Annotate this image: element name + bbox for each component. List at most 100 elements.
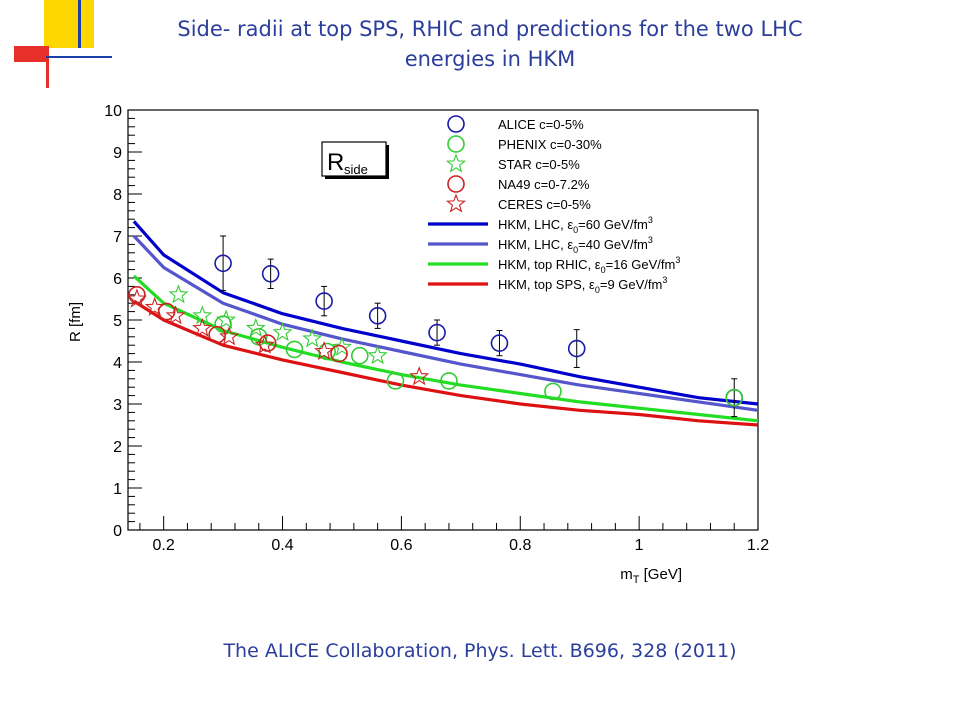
data-point [725,388,744,407]
x-axis-title-sub: T [633,574,640,586]
legend-marker [447,135,465,153]
y-tick-label: 9 [113,145,122,162]
legend-marker [445,193,467,213]
legend-label-sup: 3 [648,215,653,225]
model-curve [132,220,759,406]
legend-label: HKM, top SPS, ε0=9 GeV/fm3 [498,275,667,295]
data-point [331,336,352,356]
x-tick-label: 0.2 [153,537,175,554]
x-tick-label: 1 [635,537,644,554]
data-point [350,346,369,365]
model-curve [132,234,759,412]
legend-marker [445,153,467,173]
x-axis-title: mT [GeV] [620,566,682,586]
data-point [261,265,280,283]
data-point [490,334,509,352]
y-tick-label: 8 [113,187,122,204]
data-point [144,296,165,316]
x-tick-label: 1.2 [747,537,769,554]
model-curve [132,274,759,423]
legend-label-prefix: HKM, LHC, [498,237,567,252]
y-tick-label: 0 [113,523,122,540]
slide-title-line1: Side- radii at top SPS, RHIC and predict… [177,17,803,41]
data-point [440,372,458,390]
deco-red-bar [14,46,48,62]
legend-label-suffix: =40 GeV/fm [578,237,648,252]
y-tick-label: 10 [104,103,122,120]
data-point [272,322,293,342]
legend: ALICE c=0-5% PHENIX c=0-30% STAR c=0-5% NA4… [428,115,680,295]
data-point [302,328,323,348]
data-point [428,323,446,342]
data-point [315,292,333,310]
legend-label-sup: 3 [648,235,653,245]
legend-label: CERES c=0-5% [498,197,591,212]
legend-label-prefix: HKM, top SPS, [498,277,589,292]
deco-red-line [46,46,49,88]
data-point [368,307,387,325]
legend-label-eps-sub: 0 [595,285,600,295]
x-tick-label: 0.8 [509,537,531,554]
y-tick-label: 7 [113,229,122,246]
citation: The ALICE Collaboration, Phys. Lett. B69… [223,640,737,662]
deco-yellow-block [44,0,94,48]
data-point [214,254,232,273]
model-curves [132,220,759,427]
legend-marker [447,115,465,133]
data-point [544,382,562,401]
y-tick-label: 5 [113,313,122,330]
y-tick-label: 6 [113,271,122,288]
data-point [254,334,275,354]
data-point [208,325,226,344]
rside-label-box: R side [321,141,389,179]
slide-title-line2: energies in HKM [404,47,576,71]
legend-label: HKM, top RHIC, ε0=16 GeV/fm3 [498,255,680,275]
hbt-radius-chart: 0 1 2 3 4 5 6 7 8 9 10 0.2 0.4 0.6 0.8 1 1.2 R side ALIC… [67,103,769,586]
legend-label: ALICE c=0-5% [498,117,584,132]
legend-label-suffix: =60 GeV/fm [578,217,648,232]
slide-title: Side- radii at top SPS, RHIC and predict… [120,14,860,74]
data-point [330,344,348,363]
data-point [386,372,405,390]
data-points [126,235,744,418]
data-point [567,339,586,358]
plot-frame [127,109,759,531]
legend-label: HKM, LHC, ε0=40 GeV/fm3 [498,235,653,255]
data-point [126,288,147,308]
legend-label-suffix: =16 GeV/fm [606,257,676,272]
data-point [367,345,388,365]
data-point [245,317,266,337]
deco-blue-line [78,0,81,48]
legend-label-eps-sub: 0 [601,265,606,275]
x-tick-label: 0.4 [271,537,293,554]
data-point [409,366,430,386]
y-axis-title: R [fm] [67,302,84,342]
x-axis-title-main: m [620,566,633,583]
axes: 0 1 2 3 4 5 6 7 8 9 10 0.2 0.4 0.6 0.8 1 1.2 [104,103,769,554]
legend-label-eps: ε [567,217,573,232]
legend-label: PHENIX c=0-30% [498,137,602,152]
y-tick-label: 1 [113,481,122,498]
data-point [216,309,237,329]
data-point [314,340,335,361]
legend-label: NA49 c=0-7.2% [498,177,590,192]
data-point [165,305,186,325]
rside-label-sub: side [344,162,368,177]
model-curve [133,299,759,427]
legend-label: HKM, LHC, ε0=60 GeV/fm3 [498,215,653,235]
legend-label-suffix: =9 GeV/fm [600,277,663,292]
legend-label-eps-sub: 0 [573,225,578,235]
legend-label: STAR c=0-5% [498,157,580,172]
y-tick-label: 2 [113,439,122,456]
x-tick-label: 0.6 [390,537,412,554]
rside-label-main: R [327,149,344,176]
y-tick-label: 3 [113,397,122,414]
data-point [192,317,213,337]
legend-marker [447,175,465,193]
data-point [168,284,189,304]
y-tick-label: 4 [113,355,122,372]
legend-label-eps-sub: 0 [573,245,578,255]
legend-label-prefix: HKM, top RHIC, [498,257,595,272]
legend-label-eps: ε [595,257,601,272]
deco-blue-hline [46,56,112,58]
